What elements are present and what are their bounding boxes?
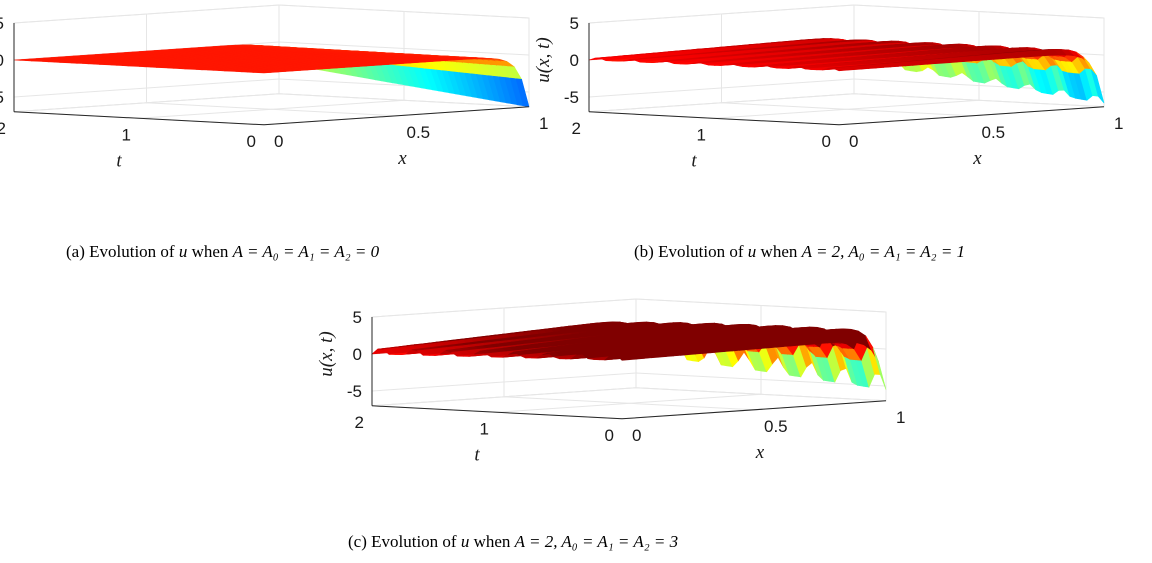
surface-patch — [1090, 69, 1105, 104]
t-axis-label: t — [474, 444, 480, 465]
axis-labels: u(x, t) t x — [316, 331, 765, 465]
caption-b: (b) Evolution of u when A = 2, A₀ = A₁ =… — [634, 242, 965, 262]
caption-a: (a) Evolution of u when A = A₀ = A₁ = A₂… — [66, 242, 379, 262]
t-tick-label: 0 — [822, 132, 831, 151]
z-tick-label: 0 — [570, 51, 579, 70]
z-tick-label: 0 — [0, 51, 4, 70]
axis-labels: u(x, t) t x — [533, 37, 982, 171]
x-tick-label: 0.5 — [764, 417, 788, 436]
t-tick-label: 1 — [697, 125, 706, 144]
grid-line — [13, 5, 280, 113]
caption-a-params: A = A₀ = A₁ = A₂ = 0 — [232, 242, 380, 261]
x-axis-label: x — [755, 442, 765, 463]
caption-c: (c) Evolution of u when A = 2, A₀ = A₁ =… — [348, 532, 678, 552]
t-tick-label: 2 — [355, 413, 364, 432]
t-tick-label: 1 — [122, 125, 131, 144]
x-tick-label: 1 — [1114, 114, 1123, 133]
surface-plot-b: 5 0 -5 0 1 2 0 0.5 1 u(x, t) t x (b) Evolution of u… — [533, 0, 1152, 270]
surface-plot-a: 5 0 -5 0 1 2 0 0.5 1 u(x, t) t x (a) Evolution of u… — [0, 0, 576, 270]
t-axis-label: t — [691, 150, 697, 171]
x-axis-line — [838, 106, 1105, 126]
axis-lines — [588, 23, 1105, 126]
z-axis-label: u(x, t) — [533, 37, 554, 82]
tick-labels: 5 0 -5 0 1 2 0 0.5 1 — [0, 14, 548, 151]
t-tick-label: 2 — [0, 119, 6, 138]
x-tick-label: 0 — [849, 132, 858, 151]
surface-patch — [872, 347, 887, 390]
t-axis-label: t — [116, 150, 122, 171]
caption-a-prefix: Evolution of — [89, 242, 175, 261]
t-tick-label: 0 — [605, 426, 614, 445]
surface — [371, 321, 887, 390]
z-axis-label: u(x, t) — [316, 331, 337, 376]
tick-labels: 5 0 -5 0 1 2 0 0.5 1 — [564, 14, 1124, 151]
z-tick-label: -5 — [347, 382, 362, 401]
grid-line — [713, 11, 980, 119]
z-tick-label: -5 — [0, 88, 4, 107]
caption-b-var: u — [747, 242, 757, 261]
axis-lines — [13, 23, 530, 126]
grid-line — [588, 5, 855, 113]
t-tick-label: 1 — [480, 419, 489, 438]
t-tick-label: 2 — [572, 119, 581, 138]
x-axis-line — [621, 400, 887, 420]
x-tick-label: 0 — [632, 426, 641, 445]
caption-a-var: u — [178, 242, 188, 261]
t-axis-line — [13, 111, 265, 126]
caption-a-label: (a) — [66, 242, 85, 261]
x-axis-label: x — [397, 148, 407, 169]
grid-line — [588, 4, 1105, 24]
caption-c-prefix: Evolution of — [371, 532, 457, 551]
caption-b-params: A = 2, A₀ = A₁ = A₂ = 1 — [801, 242, 966, 261]
surface-plot-b-svg: 5 0 -5 0 1 2 0 0.5 1 u(x, t) t x — [533, 4, 1123, 171]
x-axis-label: x — [972, 148, 982, 169]
z-tick-label: 5 — [570, 14, 579, 33]
caption-b-when: when — [760, 242, 798, 261]
z-tick-label: 0 — [353, 345, 362, 364]
caption-b-label: (b) — [634, 242, 654, 261]
x-tick-label: 0.5 — [407, 123, 431, 142]
z-tick-label: 5 — [0, 14, 4, 33]
z-tick-label: 5 — [353, 308, 362, 327]
t-axis-line — [371, 405, 623, 420]
surface-plot-c-svg: 5 0 -5 0 1 2 0 0.5 1 u(x, t) t x — [316, 298, 905, 465]
x-axis-line — [263, 106, 530, 126]
axis-labels: u(x, t)tx — [116, 148, 407, 172]
t-tick-label: 0 — [247, 132, 256, 151]
surface — [588, 38, 1105, 104]
grid-line — [371, 372, 887, 392]
surface-plot-c: 5 0 -5 0 1 2 0 0.5 1 u(x, t) t x (c) Evolution of u… — [290, 298, 905, 563]
grid-line — [138, 11, 405, 119]
t-axis-line — [588, 111, 840, 126]
tick-labels: 5 0 -5 0 1 2 0 0.5 1 — [347, 308, 906, 445]
caption-b-prefix: Evolution of — [658, 242, 744, 261]
axis-lines — [371, 317, 887, 420]
caption-a-when: when — [191, 242, 229, 261]
grid-line — [371, 298, 887, 318]
z-tick-label: -5 — [564, 88, 579, 107]
x-tick-label: 1 — [539, 114, 548, 133]
x-tick-label: 1 — [896, 408, 905, 427]
surface — [13, 44, 530, 108]
caption-c-label: (c) — [348, 532, 367, 551]
caption-c-when: when — [473, 532, 511, 551]
grid-line — [13, 4, 530, 24]
caption-c-var: u — [460, 532, 470, 551]
x-tick-label: 0.5 — [982, 123, 1006, 142]
x-tick-label: 0 — [274, 132, 283, 151]
caption-c-params: A = 2, A₀ = A₁ = A₂ = 3 — [514, 532, 679, 551]
